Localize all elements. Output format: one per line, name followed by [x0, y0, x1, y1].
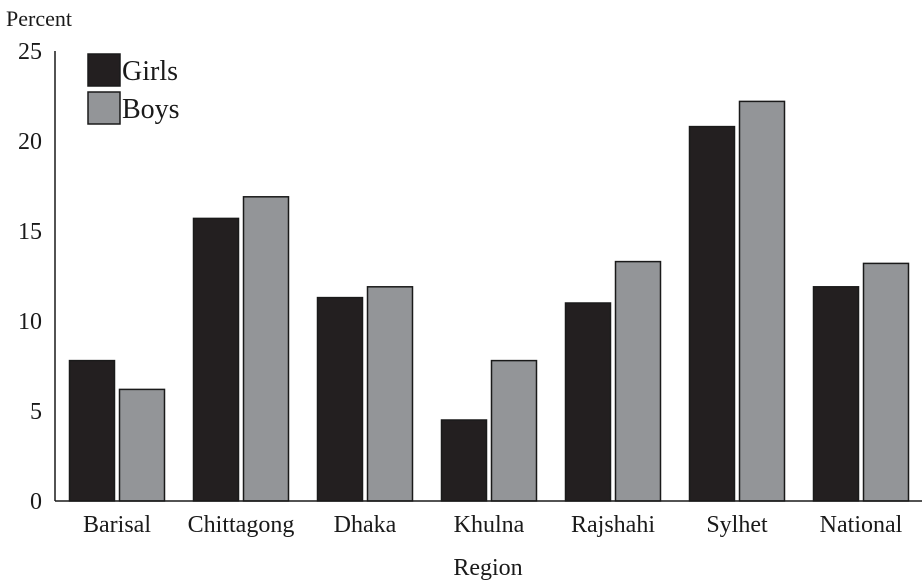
bar-girls-dhaka — [316, 296, 364, 502]
bar-girls-sylhet — [688, 125, 736, 502]
legend-label-girls: Girls — [122, 56, 178, 87]
y-axis-ticks: 0 5 10 15 20 25 — [18, 39, 42, 515]
x-category-label: Sylhet — [706, 512, 768, 538]
legend-swatch-girls — [87, 53, 121, 87]
x-category-label: Chittagong — [188, 512, 295, 538]
y-tick-label: 20 — [18, 129, 42, 155]
bar-girls-chittagong — [192, 217, 240, 502]
bar-boys-dhaka — [366, 286, 414, 502]
x-category-label: Dhaka — [334, 512, 397, 538]
bar-boys-rajshahi — [614, 260, 662, 502]
legend-swatch-boys — [87, 91, 121, 125]
bar-boys-sylhet — [738, 100, 786, 502]
bar-girls-khulna — [440, 419, 488, 502]
bar-boys-chittagong — [242, 196, 290, 502]
y-tick-label: 5 — [30, 399, 42, 425]
bar-boys-barisal — [118, 388, 166, 502]
x-category-label: Rajshahi — [571, 512, 655, 538]
x-category-label: Barisal — [83, 512, 151, 538]
y-tick-label: 0 — [30, 489, 42, 515]
x-axis-categories: Barisal Chittagong Dhaka Khulna Rajshahi Sylh… — [83, 512, 903, 538]
bar-boys-national — [862, 262, 910, 502]
bars-group — [68, 100, 910, 502]
bar-girls-national — [812, 286, 860, 502]
y-tick-label: 10 — [18, 309, 42, 335]
legend: Girls Boys — [87, 53, 180, 125]
x-category-label: National — [820, 512, 903, 538]
y-tick-label: 15 — [18, 219, 42, 245]
y-axis-label: Percent — [6, 6, 72, 31]
y-tick-label: 25 — [18, 39, 42, 65]
x-category-label: Khulna — [454, 512, 525, 538]
bar-boys-khulna — [490, 359, 538, 502]
bar-girls-rajshahi — [564, 302, 612, 502]
bar-girls-barisal — [68, 359, 116, 502]
legend-label-boys: Boys — [122, 94, 180, 125]
x-axis-label: Region — [453, 555, 522, 581]
